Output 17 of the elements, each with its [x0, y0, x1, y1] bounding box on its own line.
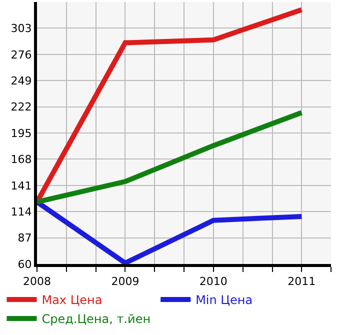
x-tick-label: 2010	[199, 275, 228, 288]
legend-label: Сред.Цена, т.йен	[42, 312, 151, 326]
y-tick-label: 276	[10, 48, 32, 62]
y-tick-label: 195	[10, 126, 32, 140]
y-tick-label: 87	[18, 232, 32, 245]
y-tick-label: 303	[10, 22, 32, 36]
y-tick-label: 114	[10, 205, 32, 218]
y-tick-label: 222	[10, 100, 32, 114]
x-tick-label: 2008	[23, 275, 51, 288]
x-tick-label: 2009	[111, 275, 140, 288]
legend-label: Max Цена	[42, 293, 102, 308]
y-tick-label: 141	[10, 179, 32, 192]
x-tick-label: 2011	[288, 275, 316, 288]
y-tick-label: 60	[18, 258, 32, 271]
y-tick-label: 168	[10, 153, 32, 166]
legend-label: Min Цена	[196, 293, 253, 308]
y-tick-label: 249	[10, 74, 32, 88]
